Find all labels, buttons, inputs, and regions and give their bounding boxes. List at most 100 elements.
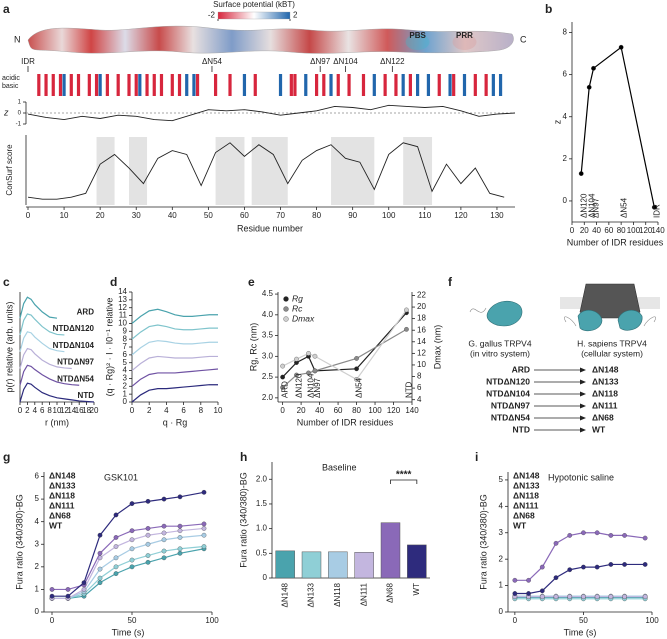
- y-tick-label: 5: [35, 494, 40, 503]
- data-point: [97, 550, 103, 556]
- legend-label: ΔN118: [49, 490, 75, 500]
- data-point: [113, 564, 119, 570]
- construct-label: ΔN148: [592, 364, 619, 374]
- basic-residue: [416, 74, 420, 96]
- construct-label: ΔN111: [592, 400, 618, 410]
- x-tick-label: 100: [368, 406, 382, 415]
- arrow-head: [580, 427, 586, 433]
- region-highlight: [452, 34, 477, 50]
- data-point: [608, 594, 614, 600]
- data-point: [404, 327, 409, 332]
- data-point: [113, 512, 119, 518]
- data-point: [512, 577, 518, 583]
- acidic-residue: [437, 74, 441, 96]
- data-point: [113, 571, 119, 576]
- y-axis-label: z: [552, 119, 562, 124]
- data-point: [581, 530, 586, 536]
- data-point: [618, 44, 624, 50]
- y-tick-label: -1: [16, 122, 22, 128]
- y-axis-label: Rg, Rc (nm): [248, 323, 258, 372]
- arrow-head: [580, 367, 586, 373]
- colorbar: [217, 11, 291, 20]
- y-axis-label: p(r) relative (arb. units): [4, 301, 14, 392]
- point-label: IDR: [652, 204, 661, 218]
- series-line: [19, 296, 58, 319]
- x-axis-label: q · Rg: [163, 417, 188, 427]
- significance-bracket: [390, 479, 418, 484]
- x-tick-label: 60: [604, 226, 613, 235]
- conserved-region: [129, 137, 148, 205]
- y-axis-label: Fura ratio (340/380)-BG: [238, 472, 248, 568]
- series-line: [131, 368, 219, 387]
- legend-label: ΔN133: [49, 480, 76, 490]
- data-point: [354, 377, 359, 382]
- data-point: [97, 575, 103, 581]
- left-title: G. gallus TRPV4: [468, 338, 531, 348]
- series-line: [514, 532, 646, 581]
- acidic-residue: [159, 74, 164, 96]
- series-line: [19, 313, 65, 336]
- series-line: [19, 331, 65, 353]
- y-axis-label: (q · Rg)² · I · I0⁻¹ relative: [104, 298, 114, 397]
- basic-residue: [98, 74, 102, 96]
- data-point: [161, 555, 167, 561]
- legend-label: ΔN133: [513, 480, 540, 490]
- x-tick-label: 20: [90, 406, 99, 415]
- basic-residue: [329, 74, 333, 96]
- panel-label: i: [475, 450, 478, 464]
- data-point: [113, 544, 119, 549]
- panel-label: c: [3, 275, 10, 289]
- acidic-residue: [37, 74, 41, 96]
- construct-label: NTD: [513, 424, 530, 434]
- series-label: NTDΔN120: [53, 324, 95, 333]
- data-point: [129, 528, 135, 534]
- x-tick-label: 0: [18, 406, 23, 415]
- data-point: [622, 533, 627, 538]
- acidic-residue: [134, 74, 138, 96]
- construct-label: WT: [592, 424, 606, 434]
- x-tick-label: 40: [315, 406, 324, 415]
- x-tick-label: 10: [214, 406, 223, 415]
- legend-marker: [283, 306, 289, 312]
- data-point: [145, 526, 151, 531]
- panel-label: f: [448, 275, 453, 289]
- chart-title: Hypotonic saline: [548, 472, 614, 482]
- legend-label: ΔN68: [513, 510, 535, 520]
- x-tick-label: 6: [181, 406, 186, 415]
- y-tick-label: 6: [563, 70, 568, 79]
- construct-label: ΔN68: [592, 412, 614, 422]
- bar: [328, 551, 348, 579]
- y-tick-label: 4.0: [262, 310, 274, 319]
- data-point: [201, 532, 207, 538]
- legend-label: WT: [49, 520, 63, 530]
- data-point: [594, 594, 600, 600]
- y-tick-label: 4: [563, 112, 568, 121]
- y-tick-label: 11: [119, 311, 128, 320]
- y-tick-label: 4: [499, 501, 504, 510]
- acidic-residue: [314, 74, 319, 96]
- data-point: [553, 594, 559, 600]
- data-point: [177, 535, 183, 540]
- data-point: [65, 593, 71, 599]
- data-point: [404, 307, 409, 313]
- point-label: ΔN120: [579, 193, 588, 218]
- y-tick-label: 6: [123, 350, 128, 359]
- data-point: [553, 540, 559, 546]
- x-axis-label: Time (s): [564, 627, 597, 637]
- y-tick-label: 2: [35, 562, 40, 571]
- data-point: [581, 594, 586, 600]
- x-tick-label: 4: [164, 406, 169, 415]
- data-point: [129, 564, 135, 570]
- chart-title: Baseline: [322, 462, 357, 472]
- data-point: [608, 562, 614, 567]
- y-tick-label: 9: [123, 326, 128, 335]
- data-point: [586, 84, 592, 90]
- x-tick-label: 4: [33, 406, 38, 415]
- bar: [380, 522, 401, 579]
- construct-label: ΔN133: [592, 376, 619, 386]
- y-tick-label: 2.5: [262, 372, 274, 381]
- data-point: [161, 537, 167, 543]
- series-line: [131, 384, 218, 403]
- x-tick-label: 40: [592, 226, 601, 235]
- x-tick-label: 8: [47, 406, 52, 415]
